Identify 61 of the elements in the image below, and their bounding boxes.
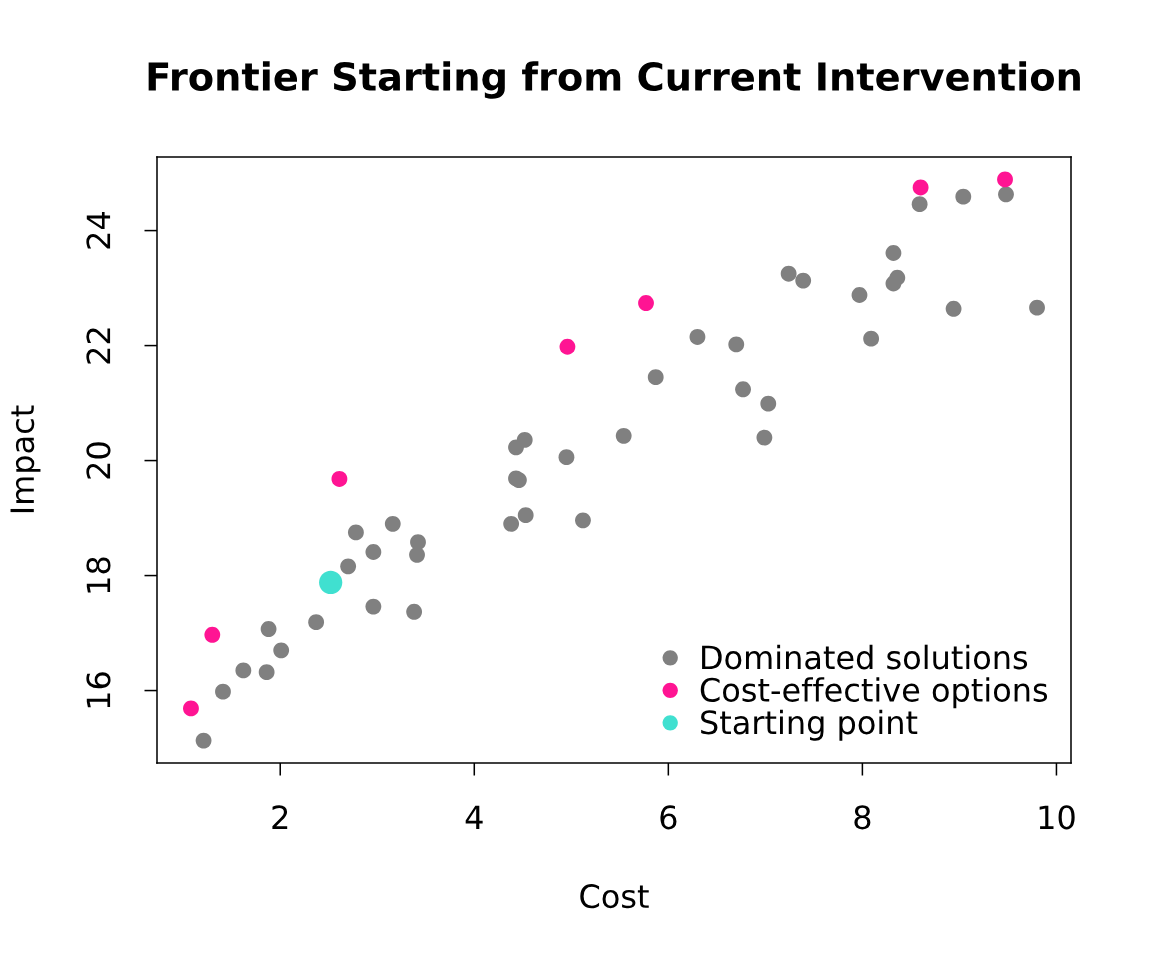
point bbox=[365, 598, 382, 615]
y-tick-label: 22 bbox=[86, 328, 111, 364]
point bbox=[863, 330, 880, 347]
x-tick-label: 4 bbox=[465, 805, 483, 829]
y-axis-title: Impact bbox=[10, 405, 41, 513]
point bbox=[997, 171, 1013, 188]
point bbox=[756, 429, 773, 446]
point bbox=[1029, 299, 1045, 316]
x-tick-label: 2 bbox=[272, 805, 288, 829]
point bbox=[780, 265, 797, 282]
point bbox=[258, 664, 275, 681]
y-tick-label: 24 bbox=[86, 212, 111, 249]
point bbox=[760, 395, 777, 412]
point bbox=[517, 507, 534, 524]
point bbox=[615, 427, 632, 444]
point bbox=[406, 603, 423, 620]
point bbox=[851, 287, 868, 303]
point bbox=[273, 642, 290, 659]
point bbox=[183, 700, 199, 717]
point bbox=[319, 570, 343, 595]
x-axis-title: Cost bbox=[580, 884, 649, 909]
y-tick-label: 16 bbox=[86, 672, 111, 708]
point bbox=[503, 515, 520, 532]
point bbox=[885, 245, 902, 261]
point bbox=[215, 683, 231, 700]
point bbox=[575, 512, 591, 529]
x-tick-label: 8 bbox=[854, 805, 871, 830]
point bbox=[911, 196, 928, 213]
point bbox=[689, 329, 706, 345]
point bbox=[308, 614, 325, 631]
point bbox=[647, 369, 664, 386]
point bbox=[409, 546, 425, 563]
point bbox=[340, 558, 357, 575]
x-tick-label: 10 bbox=[1039, 805, 1075, 830]
point bbox=[735, 381, 751, 398]
legend-label: Cost-effective options bbox=[700, 677, 1048, 709]
x-tick-label: 6 bbox=[660, 805, 677, 830]
point bbox=[347, 524, 364, 541]
point bbox=[204, 626, 221, 643]
point bbox=[885, 275, 902, 292]
point bbox=[795, 272, 812, 289]
point bbox=[945, 300, 962, 317]
point bbox=[331, 471, 348, 487]
y-tick-label: 20 bbox=[86, 442, 111, 479]
legend-label: Dominated solutions bbox=[702, 644, 1028, 670]
point bbox=[728, 336, 745, 353]
point bbox=[516, 431, 533, 448]
point bbox=[998, 186, 1014, 203]
point bbox=[235, 662, 252, 679]
point bbox=[558, 449, 575, 466]
y-tick-label: 18 bbox=[86, 557, 111, 593]
point bbox=[195, 732, 212, 749]
chart-title: Frontier Starting from Current Intervention bbox=[148, 61, 1080, 99]
point bbox=[365, 544, 382, 560]
point bbox=[955, 188, 972, 205]
point bbox=[260, 621, 277, 637]
legend-label: Starting point bbox=[701, 709, 918, 741]
point bbox=[638, 295, 654, 311]
point bbox=[559, 338, 576, 355]
point bbox=[384, 515, 401, 532]
point bbox=[912, 179, 929, 196]
